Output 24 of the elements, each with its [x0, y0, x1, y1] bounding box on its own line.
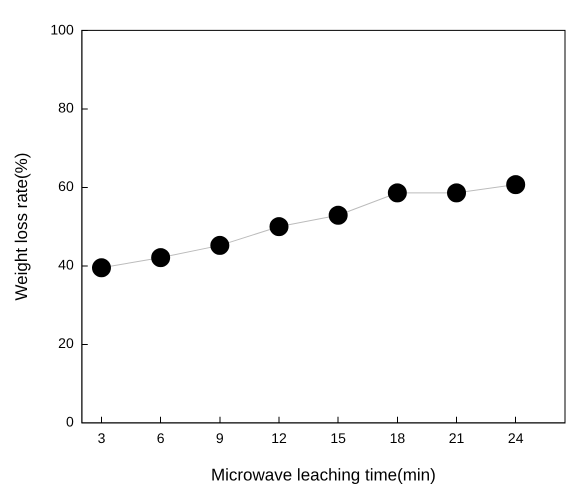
y-tick-label: 20	[58, 335, 74, 352]
y-tick-label: 80	[58, 100, 74, 116]
x-tick-label: 15	[330, 430, 346, 446]
point	[447, 183, 466, 202]
y-tick-label: 40	[58, 256, 74, 273]
x-tick-label: 3	[98, 430, 106, 446]
x-axis-title: Microwave leaching time(min)	[210, 465, 436, 484]
y-axis-title: Weight loss rate(%)	[12, 152, 31, 301]
y-tick-label: 60	[58, 178, 74, 194]
point	[328, 206, 348, 225]
point	[506, 175, 526, 194]
point	[92, 258, 111, 278]
x-tick-label: 24	[508, 430, 524, 446]
point	[151, 248, 170, 268]
x-tick-label: 18	[390, 430, 406, 446]
y-tick-label: 0	[66, 414, 74, 430]
point	[210, 236, 230, 255]
x-tick-label: 6	[156, 430, 165, 446]
point	[270, 217, 288, 236]
x-tick-label: 21	[448, 430, 465, 446]
point	[388, 183, 407, 202]
y-tick-label: 100	[50, 21, 74, 38]
x-tick-label: 9	[216, 430, 224, 446]
x-tick-label: 12	[271, 430, 287, 446]
